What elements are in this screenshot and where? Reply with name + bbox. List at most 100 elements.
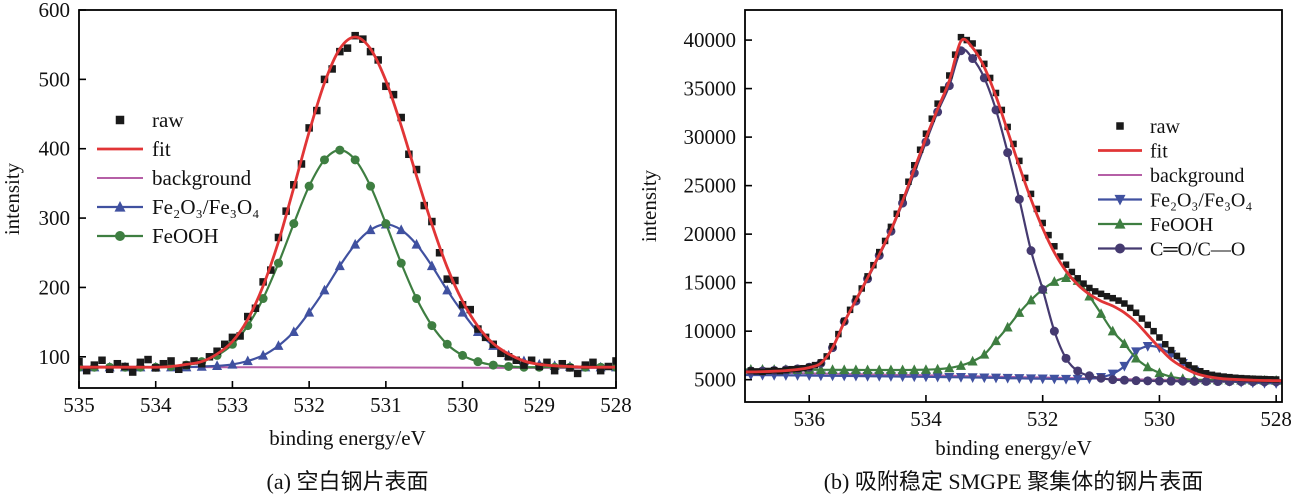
feooh-point bbox=[412, 294, 422, 304]
feooh-point bbox=[955, 360, 966, 370]
feooh-point bbox=[862, 364, 873, 375]
legend-marker bbox=[115, 115, 125, 125]
feooh-point bbox=[273, 258, 283, 268]
legend-label: Fe₂O₃/Fe₃O₄ bbox=[152, 195, 259, 219]
fe2o3-fe3o4-point bbox=[1061, 374, 1072, 385]
fe2o3-fe3o4-point bbox=[990, 373, 1001, 384]
feooh-point bbox=[850, 364, 861, 375]
y-tick-label: 5000 bbox=[694, 368, 736, 392]
fe2o3-fe3o4-point bbox=[909, 372, 920, 383]
feooh-curve bbox=[745, 276, 1282, 382]
raw-point bbox=[1249, 375, 1257, 382]
fe2o3-fe3o4-point bbox=[442, 284, 453, 295]
raw-point bbox=[981, 60, 988, 68]
legend-marker bbox=[1116, 122, 1124, 130]
fe2o3-fe3o4-point bbox=[212, 360, 223, 371]
feooh-point bbox=[258, 294, 268, 304]
raw-point bbox=[412, 165, 421, 174]
x-tick-label: 536 bbox=[793, 407, 825, 431]
fe2o3-fe3o4-point bbox=[304, 306, 315, 317]
legend-marker bbox=[1114, 217, 1126, 229]
fe2o3-fe3o4-point bbox=[827, 371, 838, 382]
feooh-point bbox=[932, 363, 943, 374]
x-tick-label: 534 bbox=[910, 407, 942, 431]
legend-label: Fe₂O₃/Fe₃O₄ bbox=[1150, 189, 1252, 211]
legend-label: background bbox=[1150, 165, 1244, 187]
panel-a-x-axis-title: binding energy/eV bbox=[269, 426, 426, 450]
feooh-point bbox=[874, 364, 885, 375]
raw-point bbox=[1232, 374, 1239, 381]
raw-point bbox=[1220, 373, 1227, 380]
raw-point bbox=[1150, 327, 1157, 335]
raw-point bbox=[1197, 367, 1204, 375]
panel-a-caption: (a) 空白钢片表面 bbox=[266, 469, 429, 494]
legend-label: raw bbox=[152, 108, 184, 132]
fe2o3-fe3o4-point bbox=[334, 260, 345, 271]
raw-point bbox=[343, 44, 352, 52]
legend: raw fit background Fe₂O₃/Fe₃O₄ FeOOH bbox=[97, 108, 259, 248]
feooh-point bbox=[289, 219, 299, 229]
plot-area bbox=[745, 33, 1282, 389]
raw-point bbox=[975, 49, 982, 56]
legend-item-raw: raw bbox=[115, 108, 184, 132]
c-double-single-o-point bbox=[968, 54, 978, 64]
x-tick-label: 528 bbox=[600, 393, 632, 417]
y-tick-label: 20000 bbox=[684, 222, 737, 246]
raw-point bbox=[366, 47, 375, 56]
x-tick-label: 533 bbox=[217, 393, 249, 417]
feooh-point bbox=[1014, 307, 1025, 317]
feooh-points bbox=[745, 272, 1282, 385]
raw-point bbox=[1173, 352, 1181, 360]
fe2o3-fe3o4-point bbox=[457, 306, 468, 317]
feooh-point bbox=[319, 155, 329, 165]
raw-point bbox=[435, 249, 444, 257]
c-double-single-o-point bbox=[1119, 375, 1129, 385]
raw-point bbox=[213, 347, 221, 355]
x-tick-label: 530 bbox=[447, 393, 479, 417]
raw-point bbox=[1179, 357, 1187, 365]
x-tick-label: 529 bbox=[524, 393, 556, 417]
c-double-single-o-point bbox=[1108, 375, 1118, 385]
feooh-point bbox=[335, 145, 345, 155]
raw-point bbox=[420, 201, 428, 210]
raw-point bbox=[267, 266, 275, 274]
plot-border bbox=[744, 9, 1283, 403]
fe2o3-fe3o4-point bbox=[979, 373, 990, 384]
raw-point bbox=[589, 358, 597, 367]
feooh-point bbox=[990, 335, 1001, 346]
raw-point bbox=[1185, 361, 1192, 369]
raw-point bbox=[82, 366, 91, 375]
fe2o3-fe3o4-point bbox=[288, 326, 299, 337]
raw-point bbox=[1097, 290, 1105, 298]
legend-label: raw bbox=[1150, 116, 1181, 138]
raw-point bbox=[1167, 346, 1175, 354]
y-tick-label: 35000 bbox=[684, 77, 737, 101]
legend-marker bbox=[1115, 243, 1125, 254]
raw-point bbox=[596, 366, 605, 375]
feooh-point bbox=[488, 360, 498, 370]
legend-item-fe2o3-fe3o4: Fe₂O₃/Fe₃O₄ bbox=[1098, 189, 1252, 211]
c-double-single-o-point bbox=[1084, 371, 1094, 381]
legend-item-background: background bbox=[1098, 165, 1244, 187]
c-double-single-o-point bbox=[991, 105, 1001, 115]
raw-point bbox=[251, 304, 260, 312]
c-double-single-o-point bbox=[1038, 284, 1048, 294]
raw-point bbox=[205, 353, 214, 361]
legend-marker bbox=[115, 231, 125, 241]
raw-point bbox=[336, 47, 344, 56]
fe2o3-fe3o4-point bbox=[967, 373, 978, 383]
feooh-point bbox=[979, 348, 990, 359]
fe2o3-fe3o4-point bbox=[1026, 374, 1037, 385]
fe2o3-fe3o4-point bbox=[1014, 374, 1025, 384]
x-tick-label: 535 bbox=[63, 393, 95, 417]
y-tick-label: 40000 bbox=[684, 28, 737, 52]
raw-point bbox=[1086, 284, 1093, 292]
raw-point bbox=[1255, 375, 1262, 383]
raw-point bbox=[159, 359, 168, 368]
y-tick-label: 15000 bbox=[684, 271, 737, 295]
fe2o3-fe3o4-point bbox=[1142, 342, 1153, 352]
raw-point bbox=[934, 100, 941, 107]
x-tick-label: 532 bbox=[293, 393, 325, 417]
raw-point bbox=[928, 115, 936, 122]
legend-label: FeOOH bbox=[152, 224, 219, 248]
